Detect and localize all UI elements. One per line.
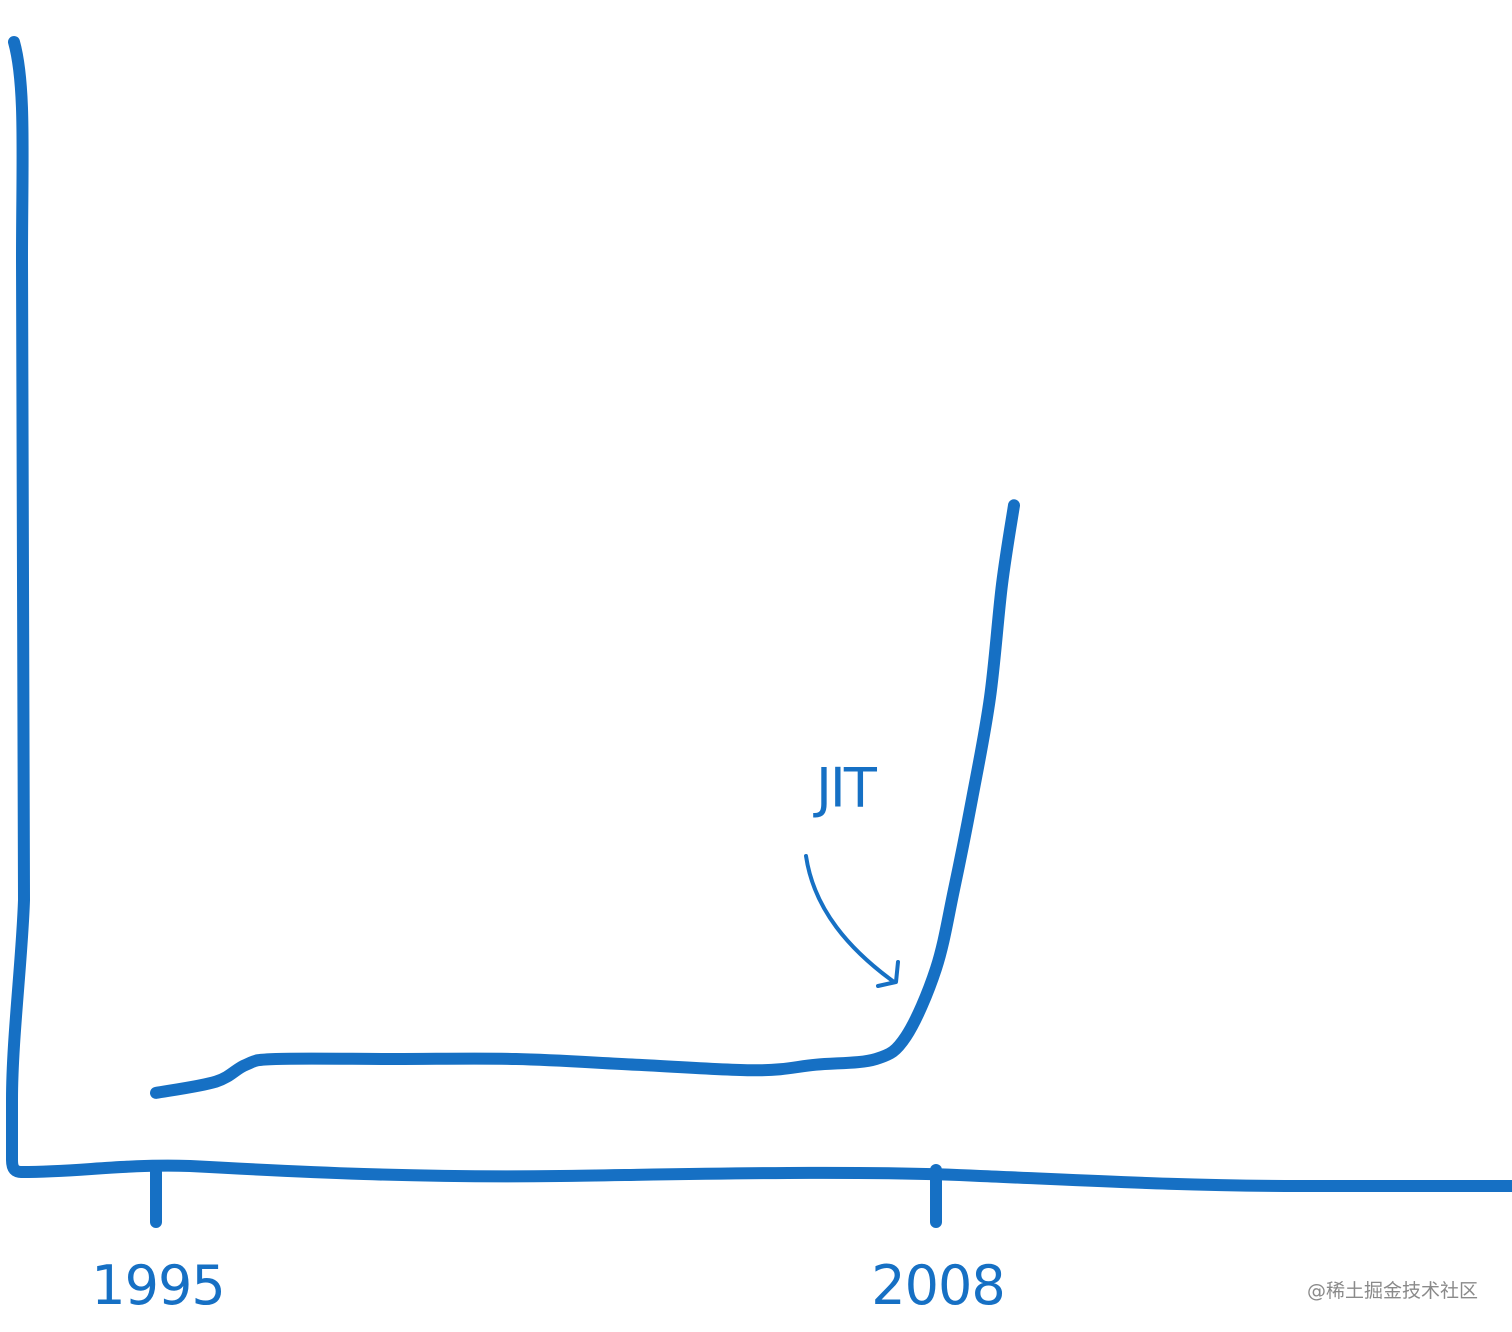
watermark: @稀土掘金技术社区 xyxy=(1306,1280,1478,1302)
y-axis-line xyxy=(6,36,30,1178)
x-axis-line xyxy=(16,1159,1512,1192)
annotation-arrow xyxy=(804,854,900,988)
x-tick-label-1995: 1995 xyxy=(91,1254,224,1317)
annotation-group: JIT xyxy=(804,757,900,988)
x-tick-label-2008: 2008 xyxy=(871,1254,1004,1317)
series-group xyxy=(150,499,1020,1099)
series-line-0 xyxy=(150,499,1020,1099)
annotation-label-jit: JIT xyxy=(813,757,878,820)
x-axis-ticks: 1995 2008 xyxy=(91,1164,1006,1317)
